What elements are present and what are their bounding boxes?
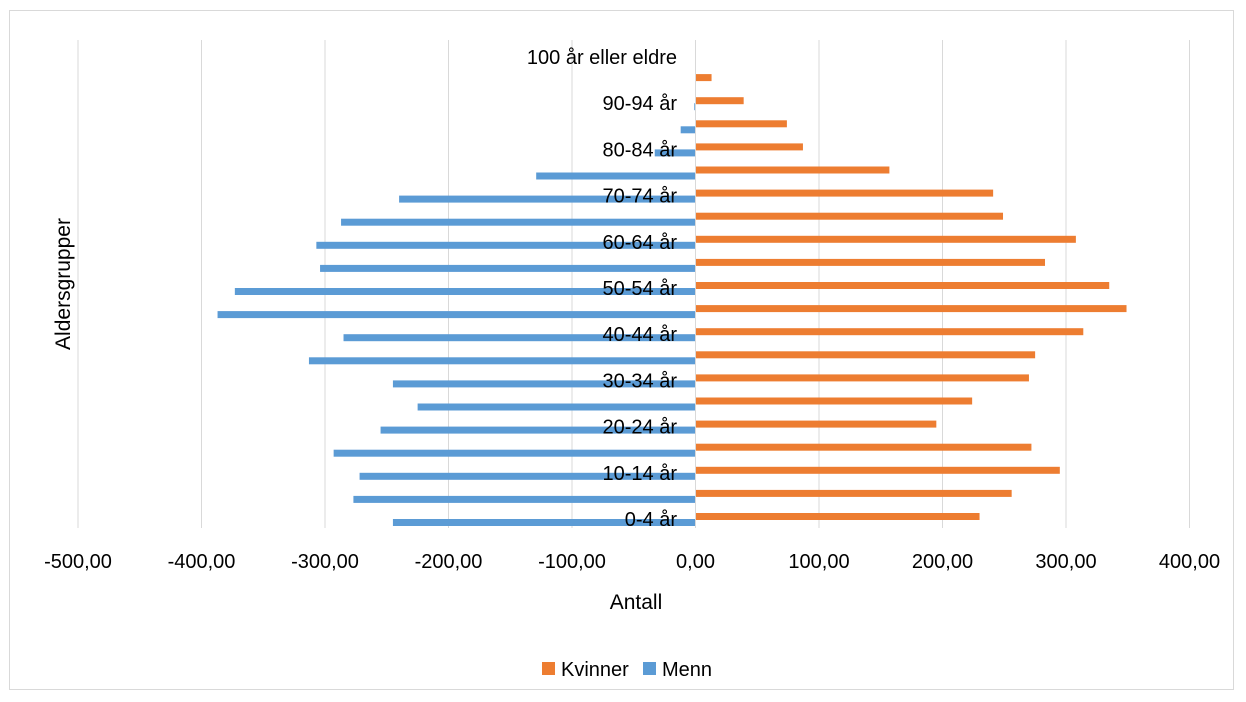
x-tick-label: 200,00 bbox=[912, 551, 973, 573]
bar-kvinner bbox=[695, 420, 937, 428]
bar-menn bbox=[343, 334, 696, 342]
bar-kvinner bbox=[695, 443, 1032, 451]
bar-menn bbox=[380, 426, 696, 434]
x-tick-label: 400,00 bbox=[1159, 551, 1220, 573]
bar-kvinner bbox=[695, 397, 973, 405]
x-tick-label: -500,00 bbox=[44, 551, 112, 573]
bar-menn bbox=[316, 241, 696, 249]
bar-kvinner bbox=[695, 328, 1084, 336]
legend-swatch-kvinner bbox=[542, 662, 555, 675]
bar-kvinner bbox=[695, 305, 1127, 313]
bar-menn bbox=[217, 311, 696, 319]
bar-kvinner bbox=[695, 189, 994, 197]
bar-menn bbox=[308, 357, 696, 365]
bar-kvinner bbox=[695, 97, 744, 105]
legend-label-kvinner: Kvinner bbox=[561, 659, 629, 681]
category-labels: 0-4 år 10-14 år 20-24 år 30-34 år 40-44 år 50… bbox=[527, 47, 677, 531]
category-label: 60-64 år bbox=[603, 232, 678, 254]
bar-menn bbox=[333, 449, 696, 457]
bars bbox=[217, 74, 1127, 526]
x-tick-label: 100,00 bbox=[788, 551, 849, 573]
bar-kvinner bbox=[695, 166, 890, 174]
bar-kvinner bbox=[695, 489, 1012, 497]
bar-menn bbox=[353, 495, 696, 503]
bar-kvinner bbox=[695, 120, 787, 128]
category-label: 70-74 år bbox=[603, 186, 678, 208]
category-label: 50-54 år bbox=[603, 278, 678, 300]
bar-menn bbox=[399, 195, 696, 203]
legend-swatch-menn bbox=[643, 662, 656, 675]
category-label: 80-84 år bbox=[603, 139, 678, 161]
y-axis-title: Aldersgrupper bbox=[52, 218, 75, 350]
bar-kvinner bbox=[695, 235, 1076, 243]
bar-kvinner bbox=[695, 374, 1029, 382]
category-label: 40-44 år bbox=[603, 324, 678, 346]
bar-kvinner bbox=[695, 212, 1004, 220]
bar-menn bbox=[417, 403, 696, 411]
bar-menn bbox=[234, 288, 696, 295]
legend-label-menn: Menn bbox=[662, 659, 712, 681]
bar-menn bbox=[320, 264, 696, 272]
x-tick-label: -200,00 bbox=[415, 551, 483, 573]
bar-kvinner bbox=[695, 466, 1060, 474]
chart-frame bbox=[9, 10, 1234, 690]
bar-menn bbox=[359, 472, 696, 480]
x-tick-labels: -500,00 -400,00 -300,00 -200,00 -100,00 0,00 1… bbox=[44, 551, 1220, 573]
x-tick-label: 300,00 bbox=[1035, 551, 1096, 573]
category-label: 20-24 år bbox=[603, 417, 678, 439]
bar-menn bbox=[694, 103, 696, 111]
bar-kvinner bbox=[695, 282, 1110, 289]
legend: Kvinner Menn bbox=[542, 659, 712, 681]
bar-menn bbox=[680, 126, 696, 134]
category-label: 100 år eller eldre bbox=[527, 47, 677, 69]
bar-kvinner bbox=[695, 143, 803, 151]
x-tick-label: -300,00 bbox=[291, 551, 359, 573]
category-label: 0-4 år bbox=[625, 509, 678, 531]
bar-kvinner bbox=[695, 513, 980, 520]
bar-menn bbox=[392, 519, 696, 526]
bar-menn bbox=[392, 380, 696, 388]
x-axis-title: Antall bbox=[610, 591, 663, 614]
x-tick-label: -100,00 bbox=[538, 551, 606, 573]
x-tick-label: -400,00 bbox=[168, 551, 236, 573]
category-label: 10-14 år bbox=[603, 463, 678, 485]
bar-menn bbox=[536, 172, 696, 180]
bar-kvinner bbox=[695, 74, 712, 82]
category-label: 90-94 år bbox=[603, 93, 678, 115]
x-tick-label: 0,00 bbox=[676, 551, 715, 573]
bar-menn bbox=[654, 149, 696, 157]
bar-menn bbox=[341, 218, 696, 226]
bar-kvinner bbox=[695, 258, 1046, 266]
bar-kvinner bbox=[695, 351, 1036, 359]
category-label: 30-34 år bbox=[603, 370, 678, 392]
